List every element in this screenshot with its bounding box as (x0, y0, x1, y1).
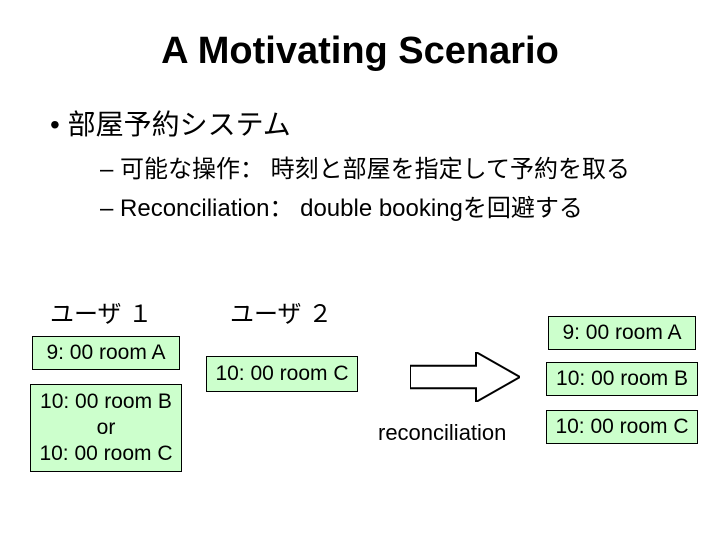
box-user2-10am-roomC: 10: 00 room C (206, 356, 358, 392)
reconciliation-label: reconciliation (378, 420, 506, 446)
box-result-10am-roomC: 10: 00 room C (546, 410, 698, 444)
bullet-main: 部屋予約システム (50, 103, 680, 143)
bullet-sub1: 可能な操作： 時刻と部屋を指定して予約を取る (100, 149, 680, 184)
slide: A Motivating Scenario 部屋予約システム 可能な操作： 時刻… (0, 0, 720, 540)
box-user1-9am-roomA: 9: 00 room A (32, 336, 180, 370)
box-result-10am-roomB: 10: 00 room B (546, 362, 698, 396)
arrow-icon (410, 352, 520, 407)
box-user1-10am-choice: 10: 00 room B or 10: 00 room C (30, 384, 182, 472)
user1-label: ユーザ １ (50, 294, 152, 329)
box-result-9am-roomA: 9: 00 room A (548, 316, 696, 350)
diagram-area: ユーザ １ ユーザ ２ 9: 00 room A 10: 00 room B o… (0, 290, 720, 520)
bullet-sub2: Reconciliation： double bookingを回避する (100, 188, 680, 223)
slide-title: A Motivating Scenario (40, 30, 680, 73)
user2-label: ユーザ ２ (230, 294, 332, 329)
